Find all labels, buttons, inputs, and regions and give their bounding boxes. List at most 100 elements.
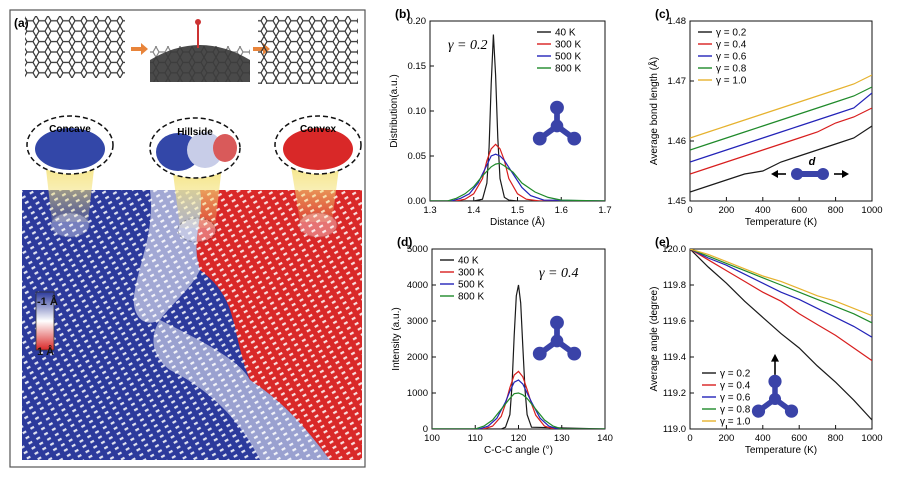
x-tick-label: 110 — [468, 433, 483, 444]
series-line — [690, 107, 872, 175]
series-line — [690, 86, 872, 151]
callout-concave: Concave — [26, 115, 114, 175]
legend-label: γ = 0.2 — [720, 369, 751, 380]
chart-b: (b) 1.3 1.4 1.5 1.6 1.7 0.00 0.05 0.10 0.15 0.20 Di… — [389, 7, 612, 228]
y-tick-label: 1.47 — [668, 76, 687, 87]
atom — [784, 404, 799, 418]
region-concave — [50, 212, 90, 238]
y-tick-label: 0 — [423, 424, 428, 435]
legend-label: 300 K — [458, 268, 484, 279]
atom — [567, 131, 582, 146]
callout-label-hillside: Hillside — [177, 127, 213, 138]
up-arrow-head-icon — [771, 353, 779, 362]
legend-label: 500 K — [555, 52, 581, 63]
legend-label: γ = 1.0 — [716, 76, 747, 87]
panel-label-b: (b) — [395, 7, 410, 21]
x-tick-label: 200 — [718, 205, 734, 216]
series-line — [690, 249, 872, 317]
y-tick-label: 1000 — [407, 388, 428, 399]
scale-label-top: -1 Å — [37, 295, 58, 308]
x-axis-label: Distance (Å) — [490, 215, 545, 228]
series-line — [690, 74, 872, 139]
charts: (b) 1.3 1.4 1.5 1.6 1.7 0.00 0.05 0.10 0.15 0.20 Di… — [389, 7, 883, 456]
atom — [751, 404, 766, 418]
atom — [567, 346, 582, 361]
x-tick-label: 120 — [511, 433, 527, 444]
y-tick-label: 4000 — [407, 280, 428, 291]
x-tick-label: 800 — [828, 433, 844, 444]
legend-label: γ = 0.2 — [716, 28, 747, 39]
left-arrow-head-icon — [771, 170, 778, 178]
legend-label: γ = 0.8 — [716, 64, 747, 75]
series-line — [690, 125, 872, 193]
x-tick-label: 1000 — [861, 205, 882, 216]
annotation-d: d — [809, 156, 816, 168]
x-tick-label: 600 — [791, 205, 807, 216]
atom — [768, 392, 782, 406]
plot-frame — [689, 20, 873, 202]
y-tick-label: 119.6 — [663, 316, 686, 327]
y-axis-label: Average bond length (Å) — [647, 57, 660, 165]
series-line — [430, 143, 605, 201]
x-tick-label: 1.4 — [467, 205, 480, 216]
y-tick-label: 0.00 — [408, 196, 427, 207]
legend-label: 800 K — [458, 292, 484, 303]
legend-label: γ = 0.6 — [720, 393, 751, 404]
atom — [768, 374, 782, 388]
region-convex — [298, 212, 338, 238]
legend-label: 40 K — [458, 256, 479, 267]
y-tick-label: 119.0 — [663, 424, 686, 435]
legend-label: γ = 0.6 — [716, 52, 747, 63]
plot-frame — [689, 248, 873, 430]
y-axis-label: Distribution(a.u.) — [389, 74, 400, 147]
legend-label: γ = 0.4 — [720, 381, 751, 392]
legend-label: γ = 0.4 — [716, 40, 747, 51]
y-tick-label: 119.2 — [663, 388, 686, 399]
x-tick-label: 800 — [828, 205, 844, 216]
height-map — [22, 190, 362, 460]
atom — [550, 119, 564, 133]
legend-label: 300 K — [555, 40, 581, 51]
x-tick-label: 100 — [424, 433, 440, 444]
legend-label: 800 K — [555, 64, 581, 75]
x-tick-label: 1.3 — [423, 205, 436, 216]
x-tick-label: 600 — [791, 433, 807, 444]
x-tick-label: 1.5 — [511, 205, 524, 216]
spotlight-convex — [290, 160, 340, 222]
y-tick-label: 119.8 — [663, 280, 686, 291]
annotation-gamma: γ = 0.4 — [539, 266, 578, 281]
series-line — [432, 392, 605, 429]
y-axis-label: Average angle (degree) — [649, 287, 660, 392]
atom — [791, 168, 803, 180]
panel-label-d: (d) — [397, 235, 412, 249]
x-tick-label: 1.6 — [555, 205, 568, 216]
y-tick-label: 1.46 — [668, 136, 687, 147]
x-tick-label: 200 — [718, 433, 734, 444]
graphene-sheet-final — [258, 16, 358, 84]
legend-label: γ = 1.0 — [720, 417, 751, 428]
callout-label-convex: Convex — [300, 124, 337, 135]
callout-convex: Convex — [274, 115, 362, 175]
y-tick-label: 0.05 — [408, 151, 427, 162]
x-tick-label: 400 — [755, 205, 771, 216]
scale-label-bottom: 1 Å — [37, 345, 54, 358]
series-line — [432, 379, 605, 429]
panel-a: (a) — [9, 9, 366, 468]
x-tick-label: 0 — [687, 205, 692, 216]
series-line — [430, 162, 605, 201]
callout-label-concave: Concave — [49, 124, 91, 135]
chart-c: (c) 0 200 400 600 800 1000 1.45 1.46 1.47 1.48 Temp… — [647, 7, 883, 228]
panel-label-c: (c) — [655, 7, 670, 21]
x-tick-label: 130 — [554, 433, 570, 444]
chart-d: (d) 100 110 120 130 140 0 1000 2000 3000 4000 5000 C… — [391, 235, 613, 456]
y-tick-label: 3000 — [407, 316, 428, 327]
right-arrow-head-icon — [842, 170, 849, 178]
atom — [550, 100, 564, 115]
legend-label: 500 K — [458, 280, 484, 291]
spotlight-concave — [45, 160, 95, 222]
arrow-icon-1 — [131, 43, 148, 55]
legend-label: γ = 0.8 — [720, 405, 751, 416]
atom — [817, 168, 829, 180]
series-line — [690, 249, 872, 338]
